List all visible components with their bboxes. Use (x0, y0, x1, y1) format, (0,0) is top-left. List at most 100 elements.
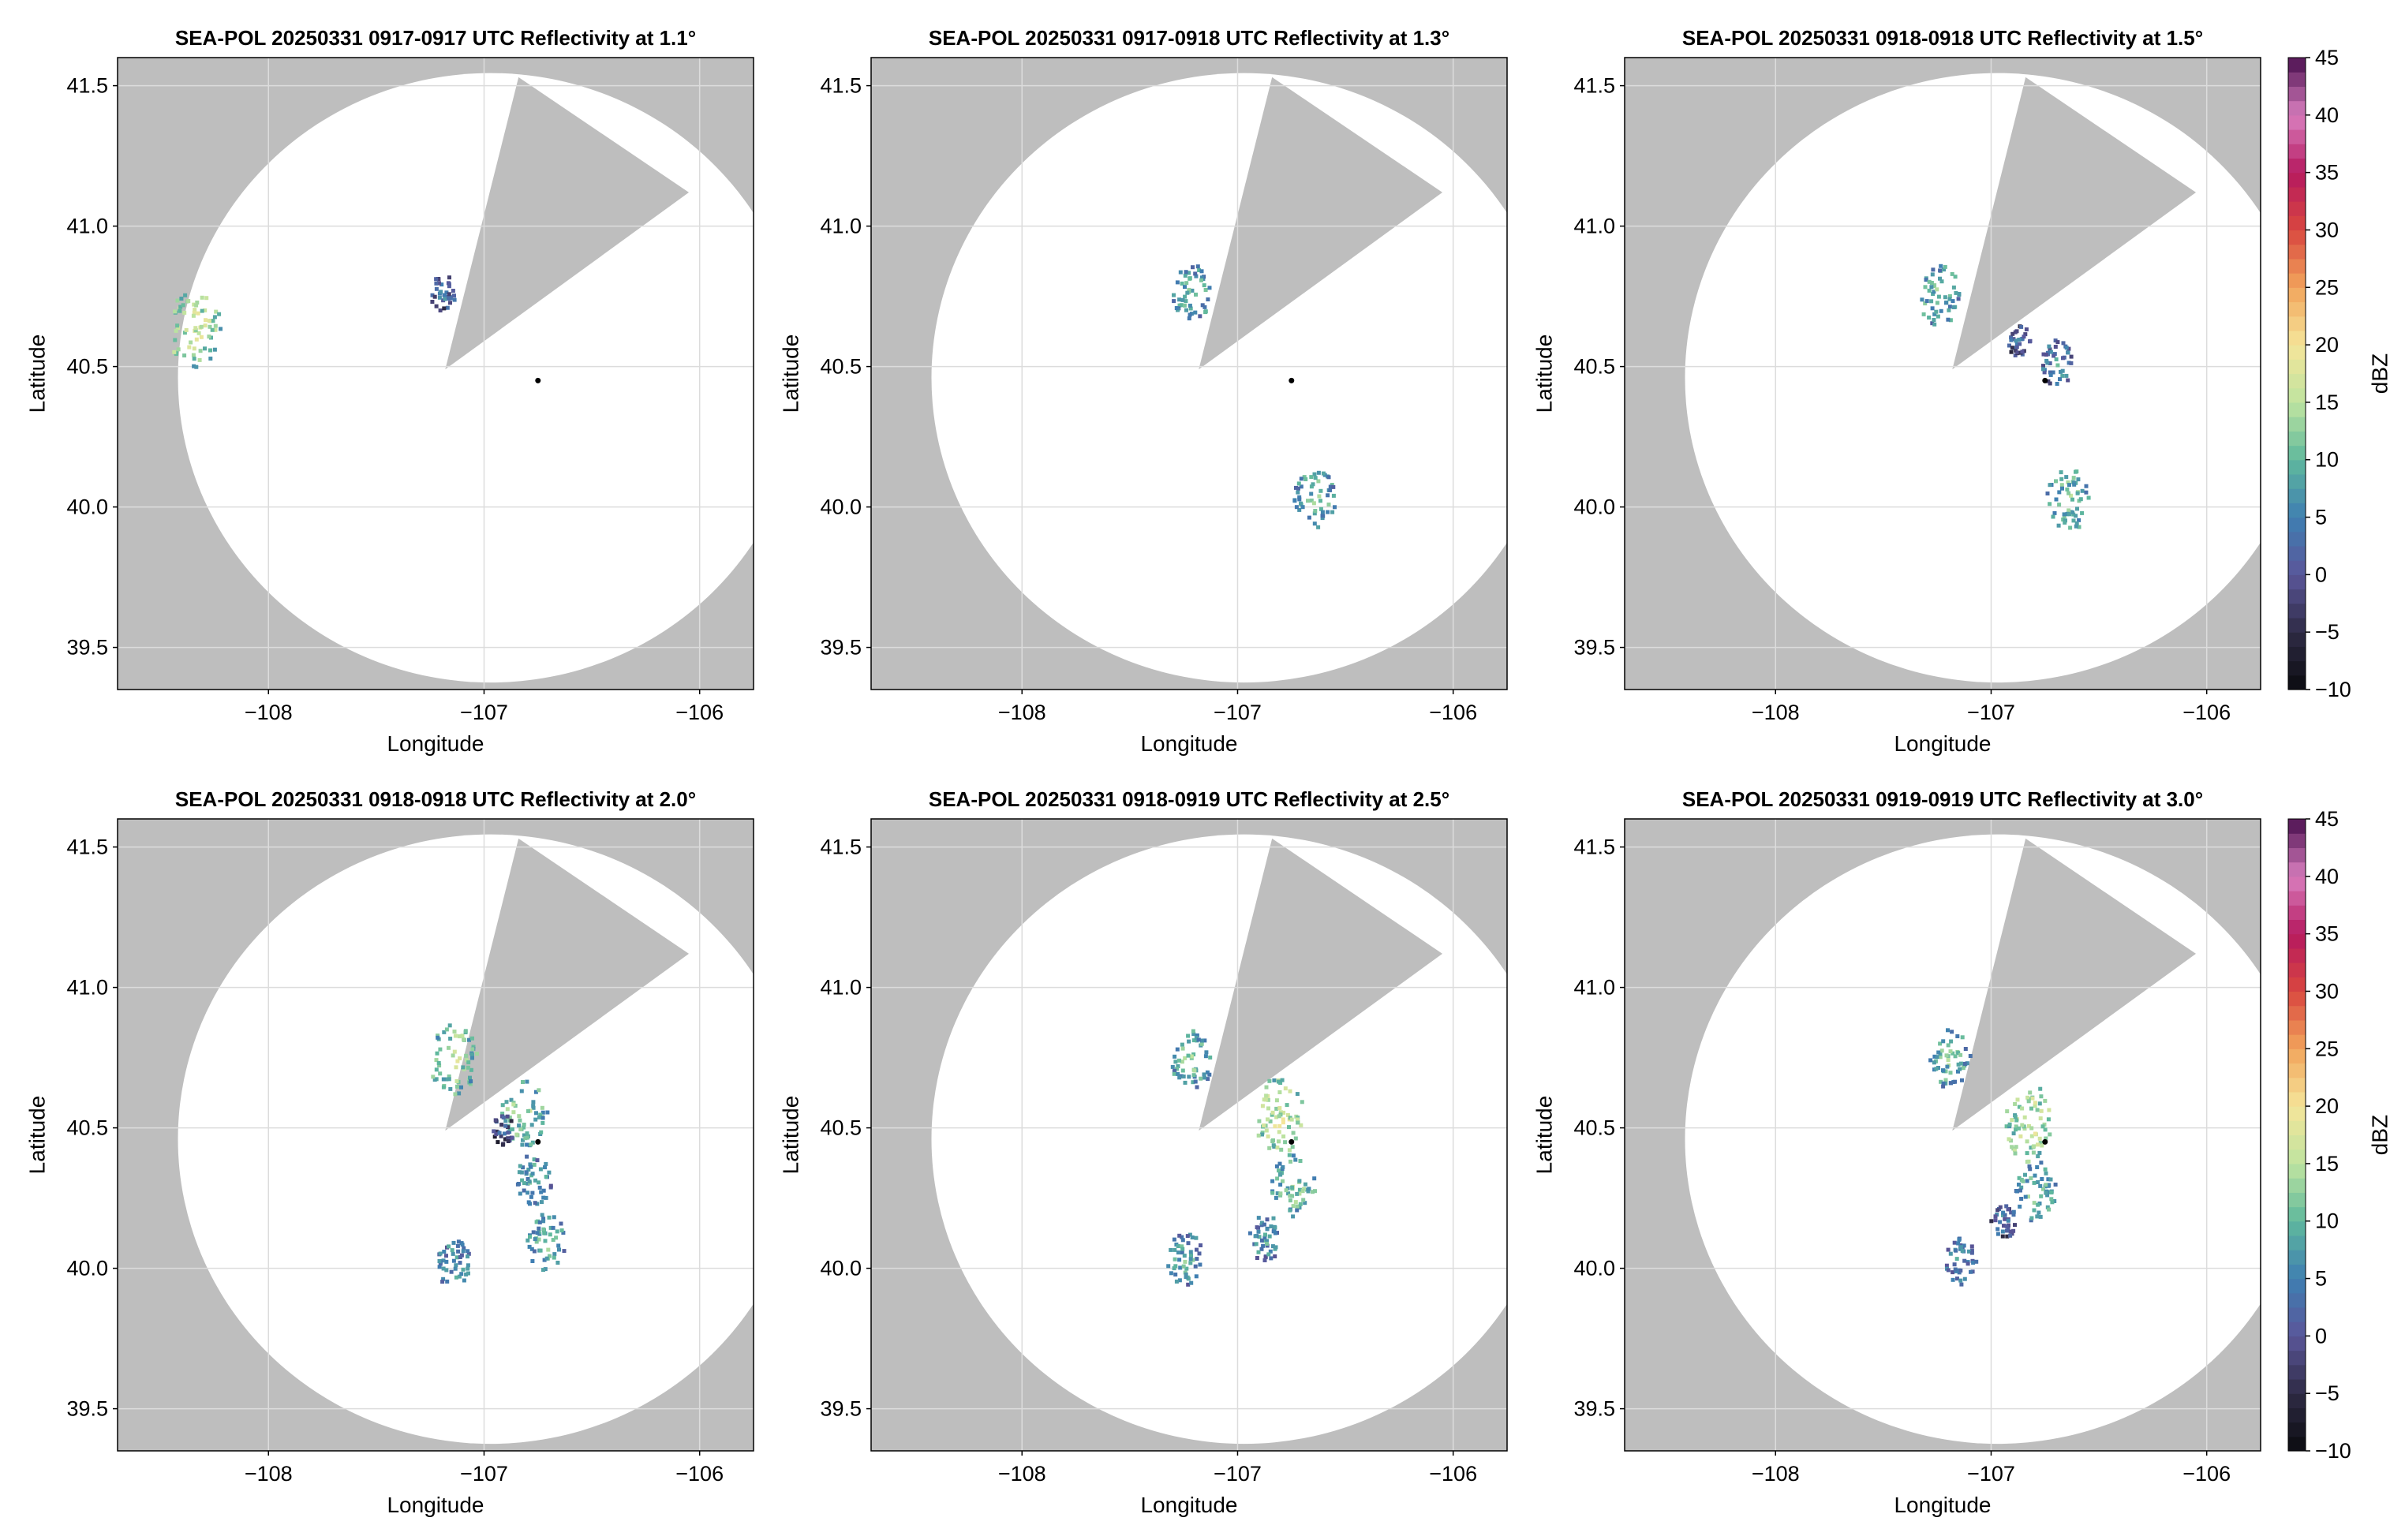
colorbar-tick-label: −10 (2315, 678, 2351, 701)
y-axis-label: Latitude (24, 335, 49, 413)
blocked-sector (1952, 838, 2197, 1131)
plot-frame (870, 57, 1508, 690)
colorbar-tick-label: 15 (2315, 1152, 2339, 1176)
colorbar-tick-label: 10 (2315, 1209, 2339, 1233)
echo-cell-1 (431, 1023, 479, 1097)
colorbar-tick-label: 0 (2315, 563, 2327, 586)
echo-cell-2 (1292, 470, 1337, 529)
y-tick-label: 41.5 (66, 835, 108, 859)
x-tick-label: −106 (2182, 1462, 2231, 1486)
x-axis-label: Longitude (387, 731, 484, 756)
colorbar-tick-label: 35 (2315, 922, 2339, 946)
x-axis-label: Longitude (1140, 731, 1237, 756)
colorbar-tick-label: 25 (2315, 275, 2339, 299)
y-tick-label: 40.0 (66, 495, 108, 519)
panel-title: SEA-POL 20250331 0917-0918 UTC Reflectiv… (929, 26, 1449, 50)
echo-cell-1 (430, 275, 457, 312)
echo-cell-5 (1944, 1236, 1979, 1287)
plot-frame (1624, 818, 2261, 1452)
y-tick-label: 41.5 (66, 74, 108, 98)
radar-location-marker (1289, 1138, 1295, 1145)
colorbar-tick-label: 5 (2315, 506, 2327, 529)
echo-cell-1 (1920, 264, 1962, 327)
panel-title: SEA-POL 20250331 0919-0919 UTC Reflectiv… (1682, 787, 2203, 811)
colorbar-tick-label: −5 (2315, 620, 2340, 644)
y-tick-label: 41.5 (820, 835, 862, 859)
echo-cell-2 (1256, 1078, 1304, 1153)
y-tick-label: 41.5 (1573, 74, 1615, 98)
colorbar-frame (2287, 57, 2306, 690)
x-tick-label: −107 (1967, 701, 2015, 724)
x-tick-label: −107 (1967, 1462, 2015, 1486)
scan-coverage-disk (931, 73, 1507, 682)
radar-panel-4: SEA-POL 20250331 0918-0918 UTC Reflectiv… (24, 787, 754, 1517)
echo-cell-3 (2014, 1161, 2058, 1223)
colorbar-tick-label: 10 (2315, 448, 2339, 472)
blocked-sector (1199, 838, 1443, 1131)
echo-cell-2 (2004, 1086, 2052, 1164)
y-tick-label: 40.5 (1573, 1116, 1615, 1140)
colorbar-tick-label: 40 (2315, 103, 2339, 127)
y-tick-label: 40.5 (1573, 355, 1615, 379)
y-tick-label: 40.0 (820, 495, 862, 519)
radar-location-marker (535, 377, 541, 383)
y-tick-label: 41.0 (1573, 215, 1615, 238)
radar-location-marker (1289, 377, 1295, 383)
scan-coverage-disk (1685, 834, 2261, 1444)
plot-frame (117, 818, 754, 1452)
x-axis-label: Longitude (1894, 1493, 1991, 1517)
y-tick-label: 41.0 (820, 215, 862, 238)
radar-location-marker (535, 1138, 541, 1145)
blocked-sector (445, 77, 690, 370)
radar-panel-1: SEA-POL 20250331 0917-0917 UTC Reflectiv… (24, 26, 754, 756)
colorbar-tick-label: −5 (2315, 1381, 2340, 1405)
panel-title: SEA-POL 20250331 0918-0919 UTC Reflectiv… (929, 787, 1449, 811)
y-tick-label: 40.5 (66, 1116, 108, 1140)
x-tick-label: −108 (245, 701, 293, 724)
y-axis-label: Latitude (1532, 1096, 1556, 1175)
y-tick-label: 39.5 (1573, 1397, 1615, 1421)
y-tick-label: 41.0 (66, 976, 108, 1000)
panel-title: SEA-POL 20250331 0918-0918 UTC Reflectiv… (1682, 26, 2203, 50)
y-tick-label: 39.5 (66, 1397, 108, 1421)
echo-cell-2 (2007, 324, 2033, 357)
y-tick-label: 41.5 (1573, 835, 1615, 859)
x-tick-label: −108 (245, 1462, 293, 1486)
y-tick-label: 41.5 (820, 74, 862, 98)
y-tick-label: 39.5 (820, 1397, 862, 1421)
plot-frame (870, 818, 1508, 1452)
echo-cell-5 (1166, 1232, 1202, 1287)
x-tick-label: −106 (1429, 1462, 1477, 1486)
radar-location-marker (2042, 377, 2048, 383)
echo-cell-3 (492, 1114, 514, 1147)
echo-cell-4 (515, 1154, 553, 1206)
y-tick-label: 40.5 (66, 355, 108, 379)
y-tick-label: 40.0 (1573, 495, 1615, 519)
echo-cell-3 (2040, 338, 2074, 386)
x-tick-label: −106 (1429, 701, 1477, 724)
y-tick-label: 41.0 (1573, 976, 1615, 1000)
colorbar-tick-label: 20 (2315, 1094, 2339, 1118)
scan-coverage-disk (178, 73, 754, 682)
colorbar-tick-label: 30 (2315, 979, 2339, 1003)
blocked-sector (1199, 77, 1443, 370)
colorbar-tick-label: 15 (2315, 391, 2339, 414)
y-axis-label: Latitude (1532, 335, 1556, 413)
colorbar-label: dBZ (2367, 1115, 2392, 1155)
echo-cell-4 (2045, 469, 2091, 530)
colorbar-2: −10 −5 0 5 10 15 20 25 30 35 40 45 dBZ (2287, 807, 2392, 1463)
colorbar-tick-label: 20 (2315, 333, 2339, 357)
x-tick-label: −108 (1752, 701, 1800, 724)
colorbar-tick-label: 25 (2315, 1037, 2339, 1060)
x-tick-label: −107 (1214, 1462, 1262, 1486)
radar-panel-5: SEA-POL 20250331 0918-0919 UTC Reflectiv… (778, 787, 1508, 1517)
colorbar-tick-label: 45 (2315, 46, 2339, 69)
y-tick-label: 40.0 (66, 1257, 108, 1280)
echo-cell-6 (437, 1239, 471, 1284)
colorbar-tick-label: 40 (2315, 865, 2339, 888)
colorbar-tick-label: 0 (2315, 1324, 2327, 1348)
colorbar-tick-label: 35 (2315, 161, 2339, 185)
echo-cell-1 (1170, 1029, 1213, 1090)
x-tick-label: −107 (460, 701, 508, 724)
y-tick-label: 39.5 (1573, 636, 1615, 660)
